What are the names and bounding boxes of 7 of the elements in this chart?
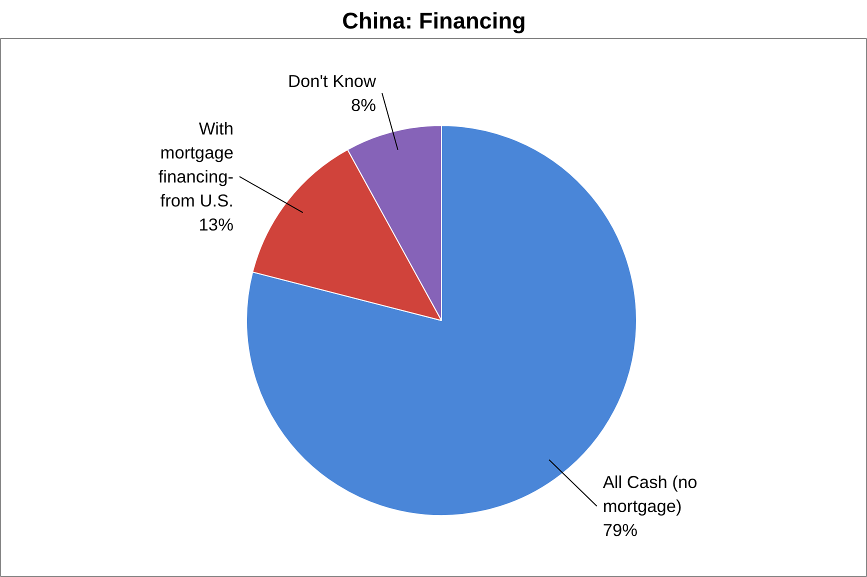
data-label: 79% <box>602 520 638 540</box>
data-label: 8% <box>350 95 376 116</box>
slice-label: All Cash (no mortgage) <box>602 472 698 516</box>
data-label: 13% <box>198 214 234 235</box>
chart-title: China: Financing <box>342 8 526 34</box>
slice-label: Don't Know <box>288 71 377 92</box>
slice-label: With mortgage financing- from U.S. <box>158 118 234 211</box>
